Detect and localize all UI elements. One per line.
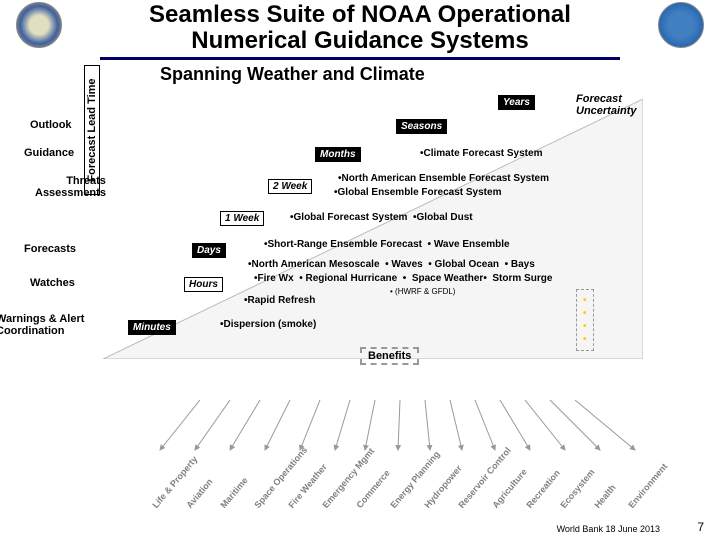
- footer-text: World Bank 18 June 2013: [557, 524, 660, 534]
- forecast-uncertainty-label: Forecast Uncertainty: [576, 93, 656, 117]
- annot-firewx: •Fire Wx • Regional Hurricane • Space We…: [254, 273, 552, 285]
- forecast-diagram: Forecast Lead Time Outlook Guidance Thre…: [0, 85, 720, 405]
- title-underline: [100, 57, 620, 60]
- side-bullet-0: [583, 294, 587, 307]
- title-line2: Numerical Guidance Systems: [191, 27, 528, 54]
- box-days: Days: [192, 243, 226, 258]
- box-1week: 1 Week: [220, 211, 264, 226]
- title-line1: Seamless Suite of NOAA Operational: [149, 1, 571, 28]
- box-hours: Hours: [184, 277, 223, 292]
- annot-cfs: •Climate Forecast System: [420, 148, 542, 160]
- row-watches: Watches: [30, 277, 75, 289]
- side-bullet-1: [583, 307, 587, 320]
- annot-hwrf: • (HWRF & GFDL): [390, 287, 455, 297]
- annot-naefs: •North American Ensemble Forecast System: [338, 173, 549, 185]
- annot-rapid: •Rapid Refresh: [244, 295, 315, 307]
- annot-nam: •North American Mesoscale • Waves • Glob…: [248, 259, 535, 271]
- side-bullets: [576, 289, 594, 351]
- box-years: Years: [498, 95, 535, 110]
- page-title: Seamless Suite of NOAA Operational Numer…: [60, 2, 660, 55]
- box-months: Months: [315, 147, 361, 162]
- benefits-label-box: Benefits: [360, 347, 419, 365]
- row-forecasts: Forecasts: [24, 243, 76, 255]
- annot-gfs: •Global Forecast System •Global Dust: [290, 212, 473, 224]
- side-bullet-3: [583, 333, 587, 346]
- box-seasons: Seasons: [396, 119, 447, 134]
- benefits-row: Life & PropertyAviationMaritimeSpace Ope…: [140, 400, 680, 510]
- page-number: 7: [697, 520, 704, 534]
- uncertainty-triangle: [103, 99, 643, 359]
- noaa-seal-right: [658, 2, 704, 48]
- side-bullet-2: [583, 320, 587, 333]
- annot-gefs: •Global Ensemble Forecast System: [334, 187, 501, 199]
- subtitle: Spanning Weather and Climate: [160, 64, 660, 85]
- row-threats: Threats Assessments: [35, 175, 106, 199]
- annot-sref: •Short-Range Ensemble Forecast • Wave En…: [264, 239, 510, 251]
- box-minutes: Minutes: [128, 320, 176, 335]
- row-warnings: Warnings & Alert Coordination: [0, 313, 84, 337]
- row-guidance: Guidance: [24, 147, 74, 159]
- row-outlook: Outlook: [30, 119, 72, 131]
- annot-dispersion: •Dispersion (smoke): [220, 319, 316, 331]
- box-2week: 2 Week: [268, 179, 312, 194]
- noaa-seal-left: [16, 2, 62, 48]
